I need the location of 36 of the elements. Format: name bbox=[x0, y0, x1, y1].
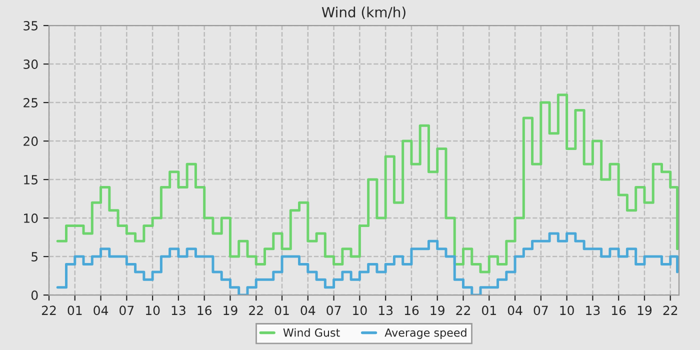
x-tick-label: 22 bbox=[663, 306, 678, 315]
x-tick-label: 01 bbox=[68, 306, 82, 316]
x-tick-label: 13 bbox=[172, 306, 186, 316]
y-tick-label: 15 bbox=[24, 175, 38, 184]
x-tick-label: 19 bbox=[430, 306, 444, 316]
x-tick-label: 10 bbox=[560, 306, 574, 316]
legend-label: Average speed bbox=[384, 328, 466, 339]
x-tick-label: 22 bbox=[42, 306, 56, 315]
x-tick-label: 01 bbox=[482, 306, 496, 316]
x-tick-label: 07 bbox=[120, 306, 134, 316]
legend-label: Wind Gust bbox=[283, 328, 340, 337]
x-tick-label: 16 bbox=[198, 306, 212, 316]
x-tick-label: 13 bbox=[586, 306, 600, 316]
x-tick-label: 16 bbox=[612, 306, 626, 316]
x-tick-label: 10 bbox=[353, 306, 367, 316]
x-tick-label: 22 bbox=[249, 306, 263, 315]
x-tick-label: 01 bbox=[274, 306, 289, 316]
y-tick-label: 0 bbox=[31, 290, 38, 300]
x-tick-label: 07 bbox=[326, 306, 341, 316]
y-tick-label: 5 bbox=[32, 252, 38, 262]
y-tick-label: 10 bbox=[24, 214, 38, 223]
y-tick-label: 25 bbox=[24, 98, 38, 108]
x-tick-label: 22 bbox=[456, 306, 470, 315]
x-tick-label: 04 bbox=[508, 306, 522, 316]
y-tick-label: 30 bbox=[24, 60, 38, 69]
x-tick-label: 19 bbox=[638, 306, 652, 316]
x-tick-label: 16 bbox=[404, 306, 419, 316]
x-tick-label: 07 bbox=[534, 306, 548, 316]
y-tick-label: 35 bbox=[24, 21, 38, 30]
x-tick-label: 13 bbox=[378, 306, 393, 316]
x-tick-label: 10 bbox=[146, 306, 160, 316]
chart-title: Wind (km/h) bbox=[322, 6, 406, 20]
y-tick-label: 20 bbox=[24, 136, 38, 146]
x-tick-label: 04 bbox=[300, 306, 316, 316]
x-tick-label: 19 bbox=[224, 306, 238, 316]
x-tick-label: 04 bbox=[94, 306, 108, 316]
